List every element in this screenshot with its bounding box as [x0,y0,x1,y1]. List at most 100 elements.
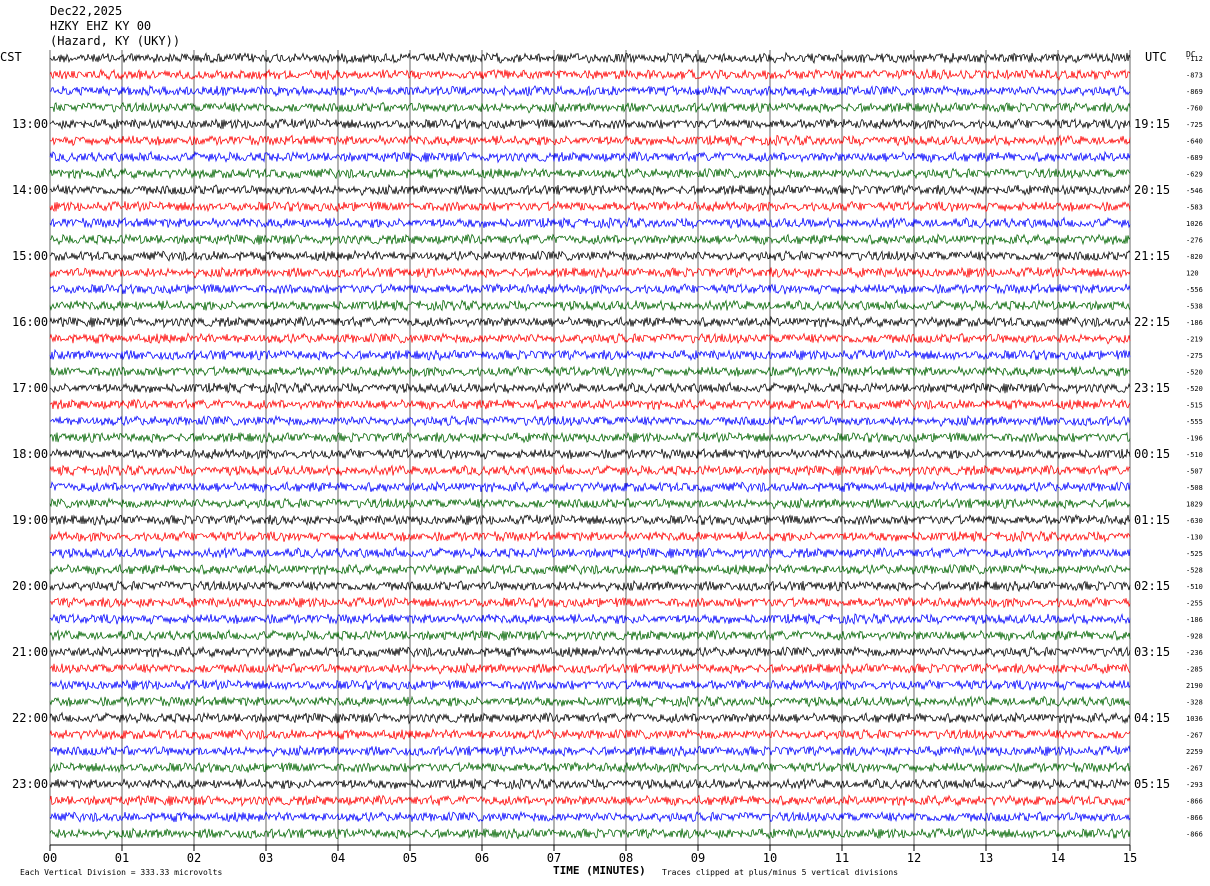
dc-offset-label: -267 [1186,765,1203,773]
trace-row [49,480,1131,494]
trace-row [49,431,1131,444]
dc-offset-label: -556 [1186,286,1203,294]
dc-offset-label: -869 [1186,88,1203,96]
dc-offset-label: -520 [1186,385,1203,393]
trace-row [49,447,1131,460]
utc-hour-label: 02:15 [1134,579,1170,593]
dc-offset-label: -866 [1186,814,1203,822]
dc-offset-label: -538 [1186,303,1203,311]
x-tick-label: 07 [547,851,561,865]
trace-row [49,711,1131,725]
dc-offset-label: -515 [1186,402,1203,410]
dc-label: DC [1186,50,1196,59]
utc-hour-label: 19:15 [1134,117,1170,131]
header-station: HZKY EHZ KY 00 [50,19,152,33]
trace-row [49,645,1131,659]
x-tick-label: 14 [1051,851,1065,865]
x-tick-label: 02 [187,851,201,865]
dc-offset-label: -285 [1186,666,1203,674]
trace-row [49,777,1131,791]
trace-row [49,216,1131,230]
dc-offset-label: 120 [1186,270,1199,278]
plot-traces [49,51,1131,840]
dc-offset-label: -130 [1186,534,1203,542]
dc-offset-label: -873 [1186,72,1203,80]
trace-row [49,596,1131,609]
cst-hour-label: 19:00 [12,513,48,527]
cst-hour-label: 14:00 [12,183,48,197]
utc-hour-label: 04:15 [1134,711,1170,725]
trace-row [49,662,1131,675]
trace-row [49,365,1131,378]
trace-row [49,497,1131,510]
utc-hour-label: 00:15 [1134,447,1170,461]
trace-row [50,101,1131,114]
trace-row [49,761,1131,774]
x-tick-label: 10 [763,851,777,865]
cst-hour-label: 17:00 [12,381,48,395]
trace-row [49,463,1131,477]
utc-hour-label: 01:15 [1134,513,1170,527]
scale-note: Each Vertical Division = 333.33 microvol… [20,868,223,877]
trace-row [49,68,1131,81]
x-tick-label: 11 [835,851,849,865]
trace-row [49,183,1131,197]
cst-hour-label: 22:00 [12,711,48,725]
cst-hour-label: 23:00 [12,777,48,791]
dc-offset-label: -866 [1186,831,1203,839]
cst-hour-label: 20:00 [12,579,48,593]
dc-offset-label: -583 [1186,204,1203,212]
trace-row [49,579,1131,593]
trace-row [49,315,1131,329]
trace-row [49,167,1131,180]
trace-row [49,249,1131,262]
dc-offset-label: -555 [1186,418,1203,426]
dc-offset-label: 1036 [1186,715,1203,723]
x-tick-label: 15 [1123,851,1137,865]
trace-row [49,84,1131,98]
utc-hour-label: 23:15 [1134,381,1170,395]
dc-offset-label: -236 [1186,649,1203,657]
trace-row [49,513,1131,527]
trace-row [49,398,1131,411]
trace-row [49,728,1131,741]
dc-offset-label: -525 [1186,550,1203,558]
x-tick-label: 04 [331,851,345,865]
cst-hour-label: 21:00 [12,645,48,659]
cst-hour-label: 18:00 [12,447,48,461]
dc-offset-label: 2190 [1186,682,1203,690]
plot-grid [49,50,1131,851]
utc-hour-label: 21:15 [1134,249,1170,263]
x-tick-label: 12 [907,851,921,865]
trace-row [49,546,1131,560]
header-location: (Hazard, KY (UKY)) [50,34,181,48]
dc-offset-label: 1829 [1186,501,1203,509]
dc-offset-label: -546 [1186,187,1203,195]
trace-row [49,794,1131,807]
dc-offset-label: -630 [1186,517,1203,525]
trace-row [49,51,1131,65]
trace-row [49,414,1131,428]
dc-offset-label: -275 [1186,352,1203,360]
utc-hour-label: 20:15 [1134,183,1170,197]
dc-offset-label: -186 [1186,319,1203,327]
dc-offset-label: -528 [1186,567,1203,575]
trace-row [49,678,1131,691]
trace-row [49,628,1131,642]
trace-row [49,150,1131,164]
dc-offset-label: -196 [1186,435,1203,443]
dc-offset-label: -219 [1186,336,1203,344]
cst-hour-label: 16:00 [12,315,48,329]
x-tick-label: 03 [259,851,273,865]
trace-row [49,200,1131,213]
trace-row [49,282,1131,295]
plot-labels: 00 01 02 03 04 05 06 07 08 09 10 11 12 13 14 15 13:00 14:… [0,50,1203,865]
trace-row [49,348,1131,362]
trace-row [49,134,1131,147]
dc-offset-label: -510 [1186,451,1203,459]
dc-offset-label: 2259 [1186,748,1203,756]
trace-row [49,530,1131,543]
dc-offset-label: -112 [1186,55,1203,63]
dc-offset-label: -276 [1186,237,1203,245]
dc-offset-label: -510 [1186,583,1203,591]
